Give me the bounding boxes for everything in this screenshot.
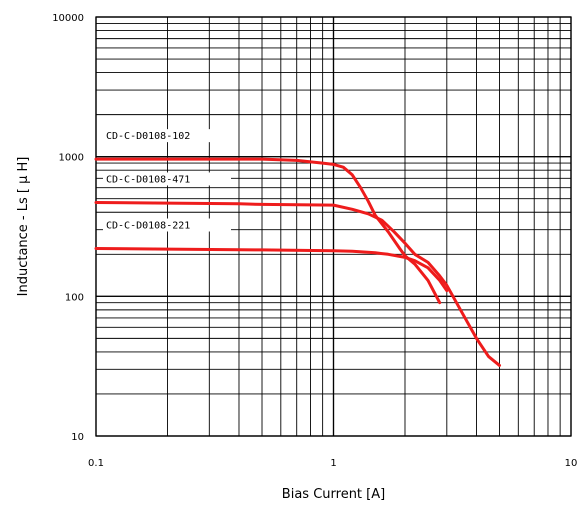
series-lines: [94, 157, 501, 367]
series-label: CD-C-D0108-102: [106, 131, 190, 142]
series-label: CD-C-D0108-221: [106, 221, 190, 232]
y-tick-label: 1000: [59, 153, 84, 164]
y-tick-label: 10: [71, 432, 84, 443]
x-tick-label: 1: [330, 458, 336, 469]
y-tick-label: 10000: [52, 13, 84, 24]
series-label: CD-C-D0108-471: [106, 174, 190, 185]
series-label-background: [103, 172, 231, 186]
series-line: [94, 247, 449, 293]
x-axis-label: Bias Current [A]: [282, 487, 385, 502]
series-label-background: [103, 129, 231, 143]
y-axis-ticks: 10 100 1000 10000: [52, 13, 84, 443]
grid: [95, 16, 572, 437]
y-tick-label: 100: [65, 292, 84, 303]
series-labels: CD-C-D0108-102 CD-C-D0108-471 CD-C-D0108-2…: [103, 129, 231, 232]
series-line: [94, 201, 501, 367]
x-tick-label: 0.1: [88, 458, 104, 469]
series-label-background: [103, 218, 231, 232]
plot-frame: [95, 16, 572, 437]
x-tick-label: 10: [565, 458, 578, 469]
x-axis-ticks: 0.1 1 10: [88, 458, 577, 469]
y-axis-label: Inductance - Ls [ μ H]: [16, 157, 31, 297]
